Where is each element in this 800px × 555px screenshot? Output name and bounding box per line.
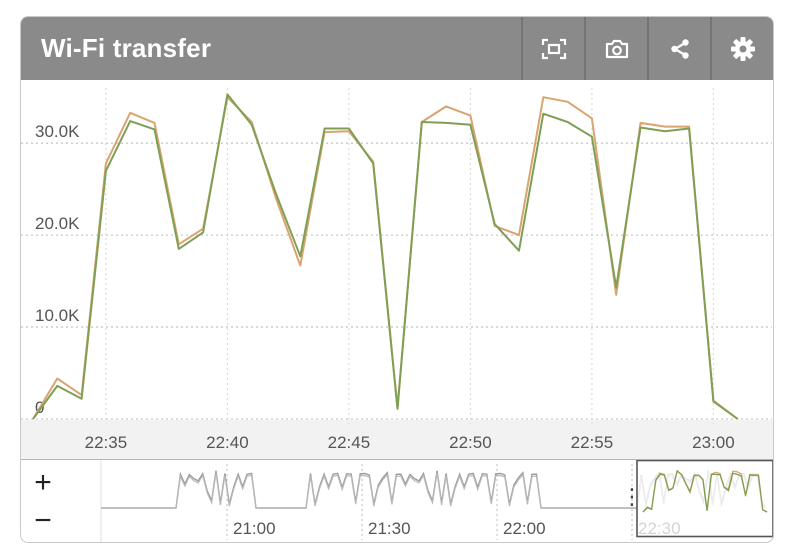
- toolbar: [521, 17, 773, 80]
- chart-header: Wi-Fi transfer: [21, 17, 773, 80]
- x-tick-label: 23:00: [692, 433, 735, 452]
- x-tick-label: 22:55: [571, 433, 614, 452]
- share-button[interactable]: [647, 17, 710, 80]
- y-tick-label: 20.0K: [35, 214, 80, 233]
- settings-button[interactable]: [710, 17, 773, 80]
- camera-icon: [605, 39, 628, 58]
- share-icon: [670, 38, 689, 59]
- x-axis-band: [21, 420, 773, 459]
- x-tick-label: 22:35: [85, 433, 128, 452]
- navigator-tick-label: 21:00: [233, 519, 276, 538]
- x-tick-label: 22:50: [449, 433, 492, 452]
- range-handle-left[interactable]: ⋮: [621, 484, 643, 509]
- chart-card: Wi-Fi transfer: [20, 16, 774, 543]
- chart-title: Wi-Fi transfer: [41, 33, 212, 63]
- series-line-2: [32, 93, 739, 420]
- navigator-tick-label: 21:30: [368, 519, 411, 538]
- fullscreen-icon: [541, 38, 566, 59]
- x-tick-label: 22:40: [206, 433, 249, 452]
- zoom-out-button[interactable]: −: [34, 504, 52, 537]
- series-line-1: [32, 96, 739, 420]
- snapshot-button[interactable]: [584, 17, 647, 80]
- zoom-in-button[interactable]: +: [34, 466, 52, 499]
- fullscreen-button[interactable]: [521, 17, 584, 80]
- x-tick-label: 22:45: [328, 433, 371, 452]
- y-tick-label: 10.0K: [35, 306, 80, 325]
- gear-icon: [730, 36, 755, 61]
- navigator-tick-label: 22:00: [503, 519, 546, 538]
- y-tick-label: 30.0K: [35, 122, 80, 141]
- navigator-selected-series-2: [642, 469, 768, 513]
